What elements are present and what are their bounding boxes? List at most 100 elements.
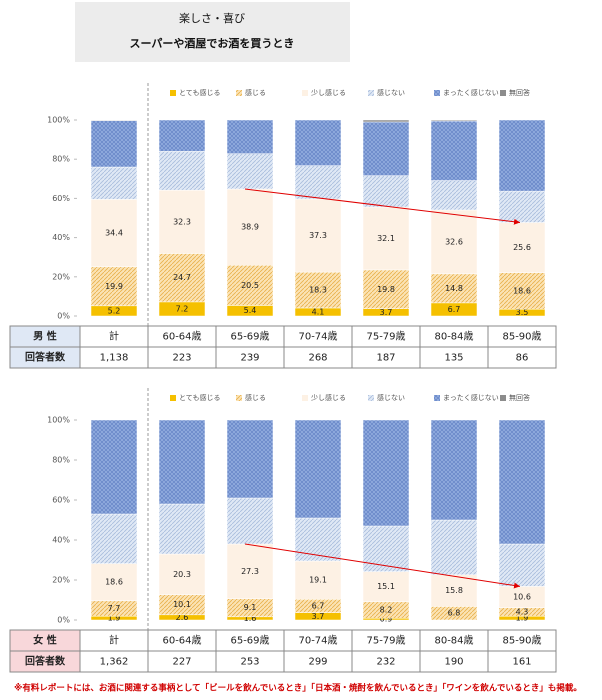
legend-label: 感じない xyxy=(377,393,405,402)
data-label: 24.7 xyxy=(173,273,191,282)
row-label: 女 性 xyxy=(33,634,56,647)
data-label: 1.6 xyxy=(244,614,257,623)
data-label: 32.1 xyxy=(377,234,395,243)
bar-segment xyxy=(362,571,410,603)
bar-segment xyxy=(362,206,410,271)
x-tick-label: 60-64歳 xyxy=(162,331,201,343)
data-label: 34.4 xyxy=(105,229,123,238)
data-label: 8.2 xyxy=(380,606,393,615)
legend-label: とても感じる xyxy=(179,393,220,402)
y-tick-label: 60% xyxy=(52,496,70,505)
data-label: 6.7 xyxy=(312,601,325,610)
data-label: 3.7 xyxy=(380,308,393,317)
count-cell: 253 xyxy=(240,657,259,668)
bar-segment xyxy=(158,503,206,555)
count-cell: 299 xyxy=(308,657,327,668)
legend-swatch xyxy=(434,90,440,96)
bar-segment xyxy=(498,222,546,273)
bar-segment xyxy=(158,253,206,303)
bar-segment xyxy=(498,190,546,223)
data-label: 18.6 xyxy=(105,578,123,587)
bar-segment xyxy=(158,419,206,505)
bar-segment xyxy=(498,272,546,310)
bar-segment xyxy=(158,151,206,191)
x-tick-label: 80-84歳 xyxy=(434,331,473,343)
count-cell: 232 xyxy=(376,657,395,668)
data-label: 32.3 xyxy=(173,217,191,226)
bar-segment xyxy=(158,189,206,254)
data-label: 6.8 xyxy=(448,609,461,618)
bar-segment xyxy=(90,419,138,515)
bar-segment xyxy=(498,543,546,587)
legend-label: まったく感じない xyxy=(443,88,499,97)
legend-label: とても感じる xyxy=(179,88,220,97)
bar-segment xyxy=(294,198,342,273)
bar-segment xyxy=(226,543,274,599)
bar-segment xyxy=(226,264,274,306)
y-tick-label: 80% xyxy=(52,456,70,465)
y-tick-label: 0% xyxy=(57,312,70,321)
data-label: 4.3 xyxy=(516,607,529,616)
legend-label: 感じない xyxy=(377,88,405,97)
y-tick-label: 100% xyxy=(47,416,70,425)
x-tick-label: 65-69歳 xyxy=(230,635,269,647)
count-cell: 1,138 xyxy=(100,353,129,364)
legend-label: 感じる xyxy=(245,393,266,402)
header-category: 楽しさ・喜び xyxy=(179,12,245,25)
bar-segment xyxy=(430,519,478,576)
bar-segment xyxy=(362,175,410,208)
bar-segment xyxy=(498,419,546,545)
data-label: 19.1 xyxy=(309,576,327,585)
x-tick-label: 70-74歳 xyxy=(298,635,337,647)
bar-segment xyxy=(430,574,478,607)
bar-segment xyxy=(498,119,546,192)
bar-segment xyxy=(362,525,410,572)
data-label: 1.9 xyxy=(516,614,529,623)
bar-segment xyxy=(294,517,342,562)
data-label: 38.9 xyxy=(241,223,259,232)
data-label: 18.6 xyxy=(513,286,531,295)
bar-segment xyxy=(294,165,342,200)
legend-swatch xyxy=(368,90,374,96)
header-title: スーパーや酒屋でお酒を買うとき xyxy=(130,37,295,50)
data-label: 4.1 xyxy=(312,307,325,316)
legend-swatch xyxy=(236,395,242,401)
legend-label: 少し感じる xyxy=(311,393,346,402)
x-tick-label: 65-69歳 xyxy=(230,331,269,343)
bar-segment xyxy=(362,121,410,176)
data-label: 25.6 xyxy=(513,243,531,252)
count-cell: 223 xyxy=(172,353,191,364)
bar-segment xyxy=(226,153,274,190)
header-box xyxy=(75,2,350,62)
count-label: 回答者数 xyxy=(25,351,66,364)
legend-swatch xyxy=(302,90,308,96)
row-label: 男 性 xyxy=(33,330,56,343)
legend-swatch xyxy=(170,90,176,96)
data-label: 15.8 xyxy=(445,586,463,595)
data-label: 19.9 xyxy=(105,282,123,291)
count-cell: 227 xyxy=(172,657,191,668)
data-label: 3.5 xyxy=(516,308,529,317)
count-label: 回答者数 xyxy=(25,655,66,668)
data-label: 10.6 xyxy=(513,593,531,602)
bar-segment xyxy=(90,119,138,121)
bar-segment xyxy=(90,166,138,200)
bar-segment xyxy=(226,497,274,545)
x-tick-label: 75-79歳 xyxy=(366,331,405,343)
bar-segment xyxy=(362,119,410,123)
legend-swatch xyxy=(170,395,176,401)
data-label: 7.7 xyxy=(108,604,121,613)
legend-swatch xyxy=(434,395,440,401)
count-cell: 86 xyxy=(516,353,529,364)
data-label: 1.9 xyxy=(108,614,121,623)
y-tick-label: 0% xyxy=(57,616,70,625)
bar-segment xyxy=(90,120,138,168)
bar-segment xyxy=(294,560,342,600)
x-tick-label: 計 xyxy=(109,330,119,343)
legend-label: 無回答 xyxy=(509,88,530,97)
y-tick-label: 60% xyxy=(52,194,70,203)
data-label: 5.4 xyxy=(244,306,257,315)
count-cell: 161 xyxy=(512,657,531,668)
y-tick-label: 20% xyxy=(52,272,70,281)
